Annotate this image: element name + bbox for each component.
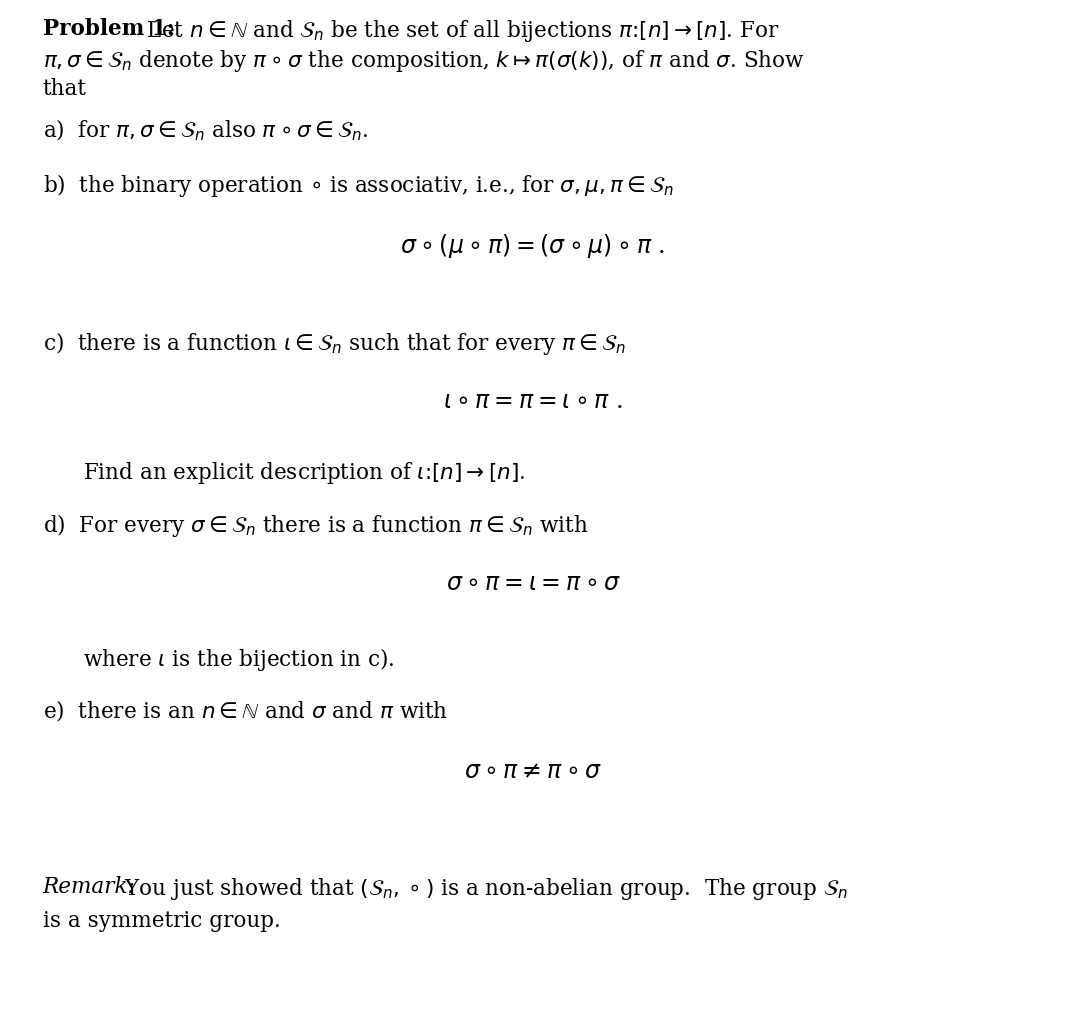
Text: $\sigma \circ (\mu \circ \pi) = (\sigma \circ \mu) \circ \pi$ .: $\sigma \circ (\mu \circ \pi) = (\sigma … bbox=[401, 232, 665, 260]
Text: Find an explicit description of $\iota\colon [n] \to [n]$.: Find an explicit description of $\iota\c… bbox=[83, 460, 526, 486]
Text: d)  For every $\sigma \in \mathcal{S}_n$ there is a function $\pi \in \mathcal{S: d) For every $\sigma \in \mathcal{S}_n$ … bbox=[43, 512, 588, 539]
Text: where $\iota$ is the bijection in c).: where $\iota$ is the bijection in c). bbox=[83, 646, 394, 673]
Text: Problem 1:: Problem 1: bbox=[43, 18, 174, 40]
Text: a)  for $\pi, \sigma \in \mathcal{S}_n$ also $\pi \circ \sigma \in \mathcal{S}_n: a) for $\pi, \sigma \in \mathcal{S}_n$ a… bbox=[43, 118, 368, 144]
Text: $\sigma \circ \pi \neq \pi \circ \sigma$: $\sigma \circ \pi \neq \pi \circ \sigma$ bbox=[464, 760, 602, 783]
Text: c)  there is a function $\iota \in \mathcal{S}_n$ such that for every $\pi \in \: c) there is a function $\iota \in \mathc… bbox=[43, 330, 626, 357]
Text: that: that bbox=[43, 78, 86, 100]
Text: b)  the binary operation $\circ$ is associativ, i.e., for $\sigma, \mu, \pi \in : b) the binary operation $\circ$ is assoc… bbox=[43, 172, 674, 199]
Text: You just showed that $(\mathcal{S}_n, \circ)$ is a non-abelian group.  The group: You just showed that $(\mathcal{S}_n, \c… bbox=[111, 876, 847, 902]
Text: e)  there is an $n \in \mathbb{N}$ and $\sigma$ and $\pi$ with: e) there is an $n \in \mathbb{N}$ and $\… bbox=[43, 698, 448, 723]
Text: is a symmetric group.: is a symmetric group. bbox=[43, 910, 280, 932]
Text: Remark:: Remark: bbox=[43, 876, 135, 898]
Text: $\sigma \circ \pi = \iota = \pi \circ \sigma$: $\sigma \circ \pi = \iota = \pi \circ \s… bbox=[446, 572, 620, 595]
Text: $\iota \circ \pi = \pi = \iota \circ \pi$ .: $\iota \circ \pi = \pi = \iota \circ \pi… bbox=[443, 390, 623, 413]
Text: Let $n \in \mathbb{N}$ and $\mathcal{S}_n$ be the set of all bijections $\pi\col: Let $n \in \mathbb{N}$ and $\mathcal{S}_… bbox=[140, 18, 779, 44]
Text: $\pi, \sigma \in \mathcal{S}_n$ denote by $\pi \circ \sigma$ the composition, $k: $\pi, \sigma \in \mathcal{S}_n$ denote b… bbox=[43, 48, 805, 74]
